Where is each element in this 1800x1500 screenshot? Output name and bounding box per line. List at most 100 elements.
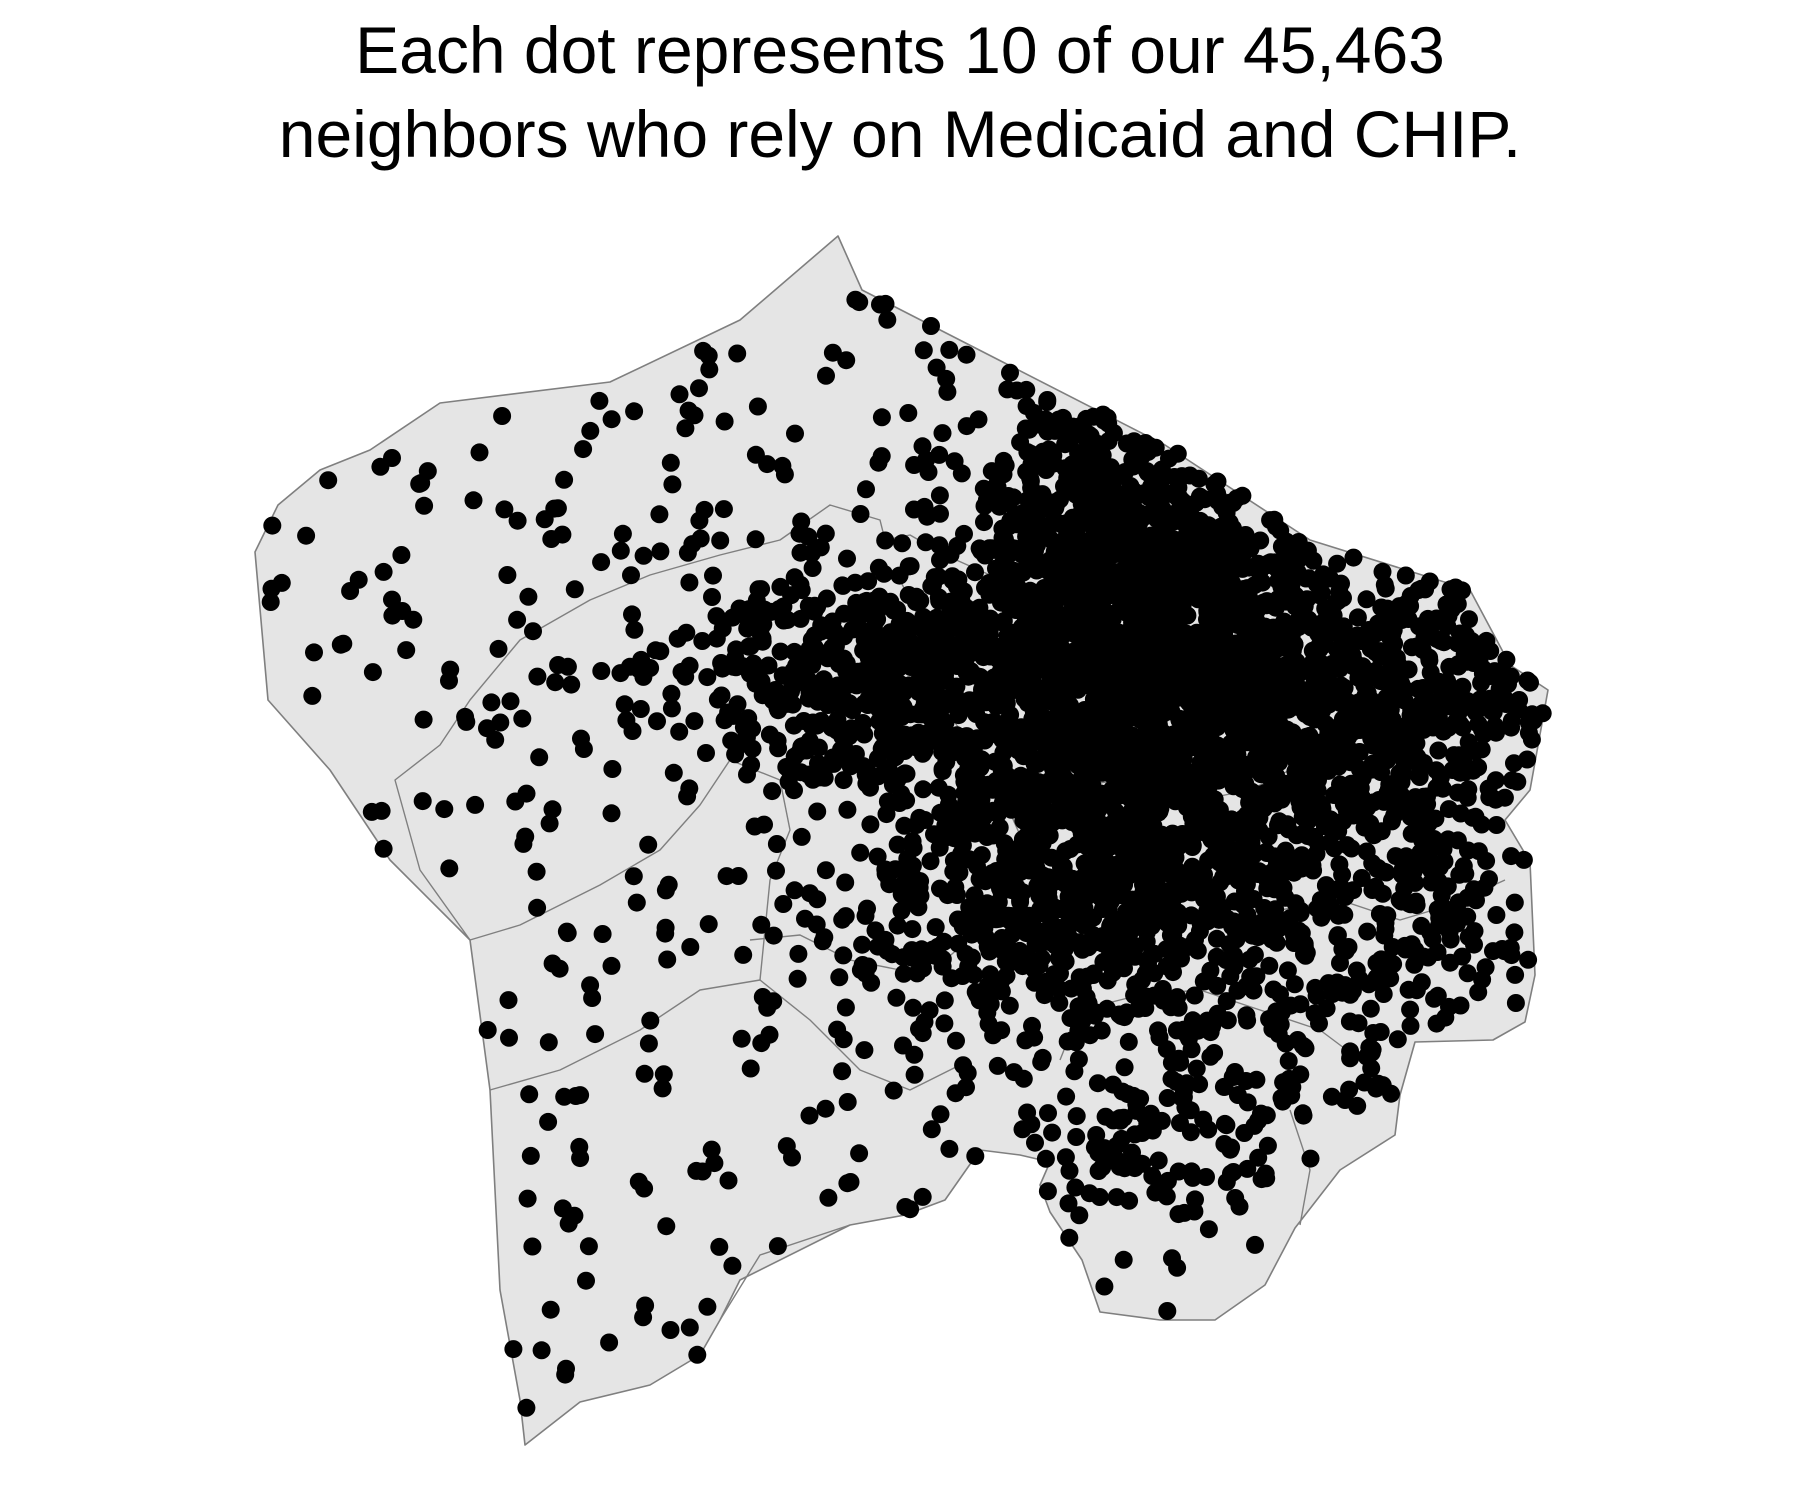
population-dot	[916, 623, 935, 642]
population-dot	[1249, 1148, 1268, 1167]
population-dot	[1307, 575, 1326, 593]
population-dot	[441, 660, 460, 679]
population-dot	[1231, 812, 1250, 831]
population-dot	[1126, 937, 1145, 956]
population-dot	[1181, 1101, 1200, 1120]
population-dot	[1389, 795, 1408, 814]
population-dot	[1245, 945, 1264, 964]
population-dot	[553, 525, 572, 544]
population-dot	[486, 730, 505, 749]
population-dot	[1307, 986, 1326, 1005]
population-dot	[1353, 768, 1372, 787]
population-dot	[1231, 893, 1250, 912]
population-dot	[1047, 918, 1066, 937]
population-dot	[935, 1014, 954, 1033]
population-dot	[857, 591, 876, 610]
population-dot	[1136, 434, 1155, 452]
population-dot	[911, 886, 930, 905]
population-dot	[1207, 929, 1226, 948]
population-dot	[803, 559, 822, 577]
population-dot	[769, 701, 788, 720]
population-dot	[1018, 666, 1037, 685]
population-dot	[875, 564, 893, 583]
population-dot	[854, 661, 873, 680]
population-dot	[966, 641, 985, 660]
population-dot	[1407, 637, 1426, 656]
population-dot	[1434, 722, 1453, 741]
population-dot	[916, 533, 935, 552]
population-dot	[1075, 854, 1094, 873]
population-dot	[1000, 488, 1019, 507]
population-dot	[1339, 938, 1358, 956]
population-dot	[1257, 596, 1276, 615]
population-dot	[953, 967, 972, 985]
population-dot	[1138, 734, 1157, 753]
population-dot	[1265, 510, 1284, 529]
population-dot	[1378, 751, 1397, 770]
population-dot	[1341, 1049, 1360, 1068]
population-dot	[303, 686, 322, 705]
population-dot	[861, 815, 880, 834]
population-dot	[1030, 415, 1049, 434]
population-dot	[651, 542, 670, 561]
population-dot	[410, 474, 429, 493]
population-dot	[938, 382, 957, 401]
population-dot	[914, 780, 933, 799]
population-dot	[800, 1106, 819, 1125]
population-dot	[1103, 952, 1122, 970]
population-dot	[1477, 631, 1496, 650]
population-dot	[1519, 713, 1538, 732]
population-dot	[931, 551, 949, 569]
population-dot	[1399, 980, 1418, 999]
population-dot	[722, 731, 741, 750]
population-dot	[1303, 705, 1321, 724]
population-dot	[784, 716, 803, 735]
population-dot	[1391, 730, 1410, 749]
population-dot	[272, 573, 291, 592]
population-dot	[1185, 1202, 1204, 1221]
population-dot	[1116, 857, 1135, 876]
population-dot	[1199, 1120, 1218, 1139]
population-dot	[1247, 748, 1266, 767]
population-dot	[1189, 537, 1208, 556]
population-dot	[1255, 629, 1274, 648]
population-dot	[528, 667, 547, 686]
population-dot	[1149, 1151, 1168, 1170]
population-dot	[697, 744, 715, 762]
population-dot	[713, 619, 732, 638]
population-dot	[1119, 649, 1138, 668]
population-dot	[639, 835, 658, 854]
population-dot	[700, 360, 719, 379]
population-dot	[1017, 527, 1036, 546]
population-dot	[1405, 955, 1424, 974]
population-dot	[1095, 722, 1114, 741]
population-dot	[1005, 627, 1023, 646]
population-dot	[1412, 916, 1431, 935]
population-dot	[887, 727, 906, 746]
population-dot	[602, 410, 621, 429]
population-dot	[1068, 558, 1087, 577]
population-dot	[881, 623, 900, 642]
population-dot	[680, 573, 699, 592]
population-dot	[1071, 648, 1090, 667]
population-dot	[1098, 761, 1117, 780]
population-dot	[1401, 895, 1420, 914]
map-title: Each dot represents 10 of our 45,463 nei…	[0, 8, 1800, 176]
population-dot	[690, 379, 708, 398]
population-dot	[803, 656, 822, 675]
population-dot	[1169, 837, 1188, 856]
population-dot	[940, 340, 959, 359]
population-dot	[1458, 964, 1477, 983]
population-dot	[1253, 573, 1272, 592]
population-dot	[786, 424, 804, 443]
population-dot	[899, 404, 918, 422]
population-dot	[1068, 835, 1087, 854]
population-dot	[499, 991, 518, 1010]
population-dot	[1230, 1197, 1249, 1216]
population-dot	[1414, 810, 1433, 829]
population-dot	[982, 462, 1001, 481]
population-dot	[752, 915, 771, 934]
population-dot	[817, 366, 835, 385]
population-dot	[1224, 494, 1243, 512]
population-dot	[530, 748, 549, 767]
